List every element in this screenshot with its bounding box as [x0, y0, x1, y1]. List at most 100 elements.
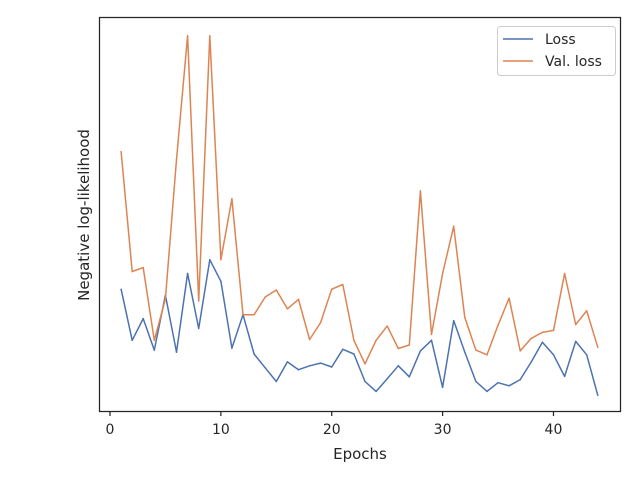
data-point-1 — [497, 324, 499, 327]
series-line-0 — [120, 258, 599, 396]
data-point-0 — [308, 365, 311, 367]
data-point-1 — [585, 310, 588, 312]
data-point-1 — [597, 346, 599, 349]
data-point-0 — [275, 380, 278, 383]
data-point-1 — [353, 339, 355, 342]
data-point-1 — [419, 190, 422, 192]
data-point-1 — [386, 325, 388, 327]
data-point-1 — [364, 363, 366, 365]
axes-frame — [98, 16, 622, 413]
legend-label: Val. loss — [545, 54, 602, 70]
data-point-1 — [375, 339, 377, 342]
data-point-0 — [286, 361, 289, 363]
y-axis-label: Negative log-likelihood — [75, 129, 93, 301]
data-point-0 — [353, 353, 355, 355]
series-layer — [120, 34, 599, 397]
data-point-1 — [464, 316, 466, 319]
data-point-1 — [286, 308, 289, 310]
data-point-1 — [175, 158, 178, 161]
data-point-0 — [530, 361, 533, 363]
data-point-1 — [220, 258, 222, 261]
data-point-0 — [297, 368, 300, 371]
series-line-1 — [120, 34, 599, 365]
data-point-1 — [541, 331, 544, 334]
data-point-0 — [408, 376, 411, 378]
data-point-0 — [197, 327, 200, 330]
data-point-1 — [530, 337, 533, 340]
data-point-0 — [552, 354, 555, 356]
legend-entries: Loss Val. loss — [503, 32, 602, 70]
data-point-1 — [308, 338, 311, 341]
data-point-1 — [574, 323, 577, 326]
plot-area — [98, 16, 622, 413]
data-point-1 — [197, 300, 200, 302]
x-axis-label: Epochs — [333, 445, 387, 463]
data-point-0 — [574, 340, 577, 343]
data-point-1 — [475, 349, 477, 351]
legend-label: Loss — [545, 32, 576, 48]
data-point-0 — [220, 280, 222, 283]
data-point-1 — [430, 333, 433, 336]
x-tick-label: 20 — [323, 422, 341, 438]
x-tick-label: 30 — [434, 422, 452, 438]
data-point-1 — [297, 298, 300, 301]
data-point-1 — [330, 288, 333, 290]
data-point-0 — [330, 366, 333, 368]
data-point-1 — [319, 321, 322, 324]
data-point-1 — [397, 347, 400, 350]
data-point-1 — [452, 225, 455, 228]
data-point-0 — [342, 348, 344, 351]
x-tick-label: 0 — [106, 422, 115, 438]
data-point-0 — [153, 349, 156, 351]
data-point-1 — [275, 289, 278, 291]
data-point-0 — [253, 353, 255, 355]
data-point-0 — [375, 390, 377, 393]
x-axis-ticks: 0 10 20 30 40 — [106, 411, 563, 438]
data-point-0 — [120, 288, 122, 290]
data-point-1 — [131, 270, 133, 273]
data-point-0 — [386, 378, 388, 380]
data-point-1 — [563, 272, 566, 275]
data-point-1 — [342, 283, 344, 286]
data-point-0 — [186, 272, 189, 275]
data-point-0 — [364, 380, 366, 383]
data-point-1 — [186, 34, 189, 37]
data-point-0 — [264, 367, 266, 369]
data-point-0 — [142, 317, 144, 320]
data-point-0 — [452, 319, 455, 322]
data-point-0 — [419, 350, 422, 352]
data-point-0 — [585, 354, 588, 356]
data-point-0 — [209, 258, 211, 261]
x-tick-label: 10 — [212, 422, 230, 438]
data-point-0 — [519, 378, 521, 381]
data-point-0 — [597, 394, 599, 397]
data-point-0 — [497, 381, 499, 384]
data-point-1 — [552, 329, 555, 332]
data-point-0 — [397, 365, 400, 367]
data-point-0 — [430, 339, 433, 342]
data-point-1 — [164, 298, 167, 300]
data-point-0 — [508, 385, 510, 387]
data-point-0 — [541, 341, 544, 343]
data-point-0 — [131, 339, 133, 342]
data-point-0 — [175, 351, 178, 353]
data-point-1 — [242, 313, 244, 316]
data-point-1 — [519, 350, 521, 352]
x-tick-label: 40 — [545, 422, 563, 438]
data-point-0 — [441, 386, 444, 389]
data-point-1 — [486, 354, 488, 356]
data-point-1 — [209, 34, 211, 37]
data-point-0 — [231, 347, 233, 349]
data-point-1 — [142, 266, 144, 269]
legend: Loss Val. loss — [497, 26, 616, 76]
data-point-1 — [441, 272, 444, 275]
data-point-1 — [253, 313, 255, 316]
data-point-0 — [486, 390, 488, 393]
data-point-1 — [231, 198, 233, 200]
data-point-0 — [475, 380, 477, 383]
data-point-0 — [464, 351, 466, 353]
data-point-1 — [153, 339, 156, 342]
data-point-1 — [264, 296, 266, 298]
